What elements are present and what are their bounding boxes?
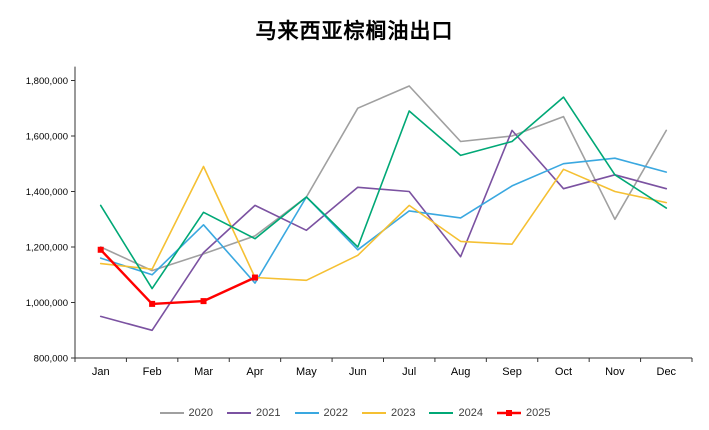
x-tick-label: Aug [451,366,471,378]
y-tick-label: 1,200,000 [26,243,68,254]
legend-marker-2025 [505,410,512,416]
y-tick-label: 1,800,000 [26,76,68,87]
y-tick-label: 1,600,000 [26,132,68,143]
series-line-2020 [99,85,668,272]
legend-swatch-2021 [227,412,252,414]
x-tick-label: May [296,366,317,378]
chart-title: 马来西亚棕榈油出口 [255,20,454,43]
x-tick-label: Apr [246,366,263,378]
series-marker-2025 [149,300,156,307]
y-tick-label: 800,000 [34,354,68,365]
series-line-2024 [99,96,668,290]
legend-label-2020: 2020 [188,407,214,419]
x-tick-label: Mar [194,366,213,378]
legend-label-2024: 2024 [458,407,483,419]
legend-swatch-2020 [159,412,184,414]
legend-item-2022: 2022 [294,407,348,419]
x-tick-label: Jan [92,366,110,378]
y-tick-label: 1,000,000 [26,298,68,309]
series-line-2025 [99,248,257,306]
legend-label-2023: 2023 [391,407,416,419]
x-tick-label: Jun [349,366,367,378]
chart-legend: 2020 2021 2022 2023 2024 2025 [0,401,709,425]
x-tick-label: Sep [502,366,522,378]
legend-item-2020: 2020 [159,407,213,419]
series-marker-2025 [97,246,104,253]
legend-swatch-2022 [294,412,319,414]
line-chart-canvas: 800,000 1,000,000 1,200,000 1,400,000 1,600,… [26,66,693,378]
legend-item-2025: 2025 [496,407,550,419]
x-tick-label: Feb [143,366,162,378]
series-line-2023 [99,165,668,282]
legend-item-2024: 2024 [428,407,483,419]
legend-label-2022: 2022 [323,407,348,419]
x-tick-label: Dec [657,366,677,378]
legend-swatch-2025 [496,410,521,416]
series-line-2021 [99,129,668,332]
legend-label-2021: 2021 [256,407,281,419]
x-tick-label: Nov [605,366,625,378]
series-marker-2025 [251,274,258,281]
series-marker-2025 [200,298,207,305]
legend-item-2023: 2023 [361,407,415,419]
legend-label-2025: 2025 [525,407,551,419]
y-tick-label: 1,400,000 [26,187,68,198]
x-tick-label: Jul [402,366,416,378]
legend-item-2021: 2021 [226,407,281,419]
x-tick-label: Oct [555,366,572,378]
legend-swatch-2023 [362,412,386,414]
legend-swatch-2024 [429,412,454,414]
